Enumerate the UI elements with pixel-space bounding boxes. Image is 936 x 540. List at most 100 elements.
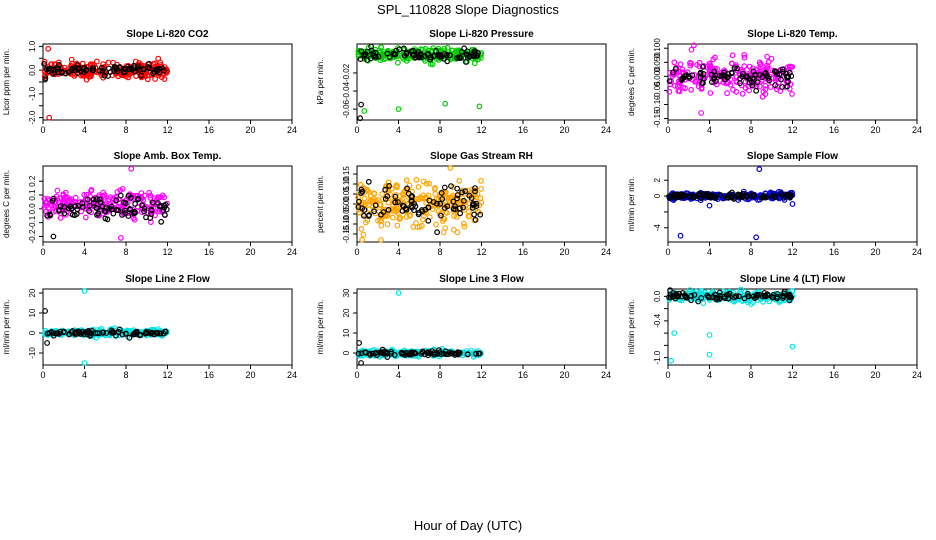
series-reference: [41, 60, 167, 81]
data-point: [358, 190, 365, 197]
data-point: [786, 297, 793, 304]
series-reference: [357, 43, 481, 65]
panel-2: Slope Li-820 Pressure kPa per min. 0 4 8 12 16…: [316, 29, 611, 135]
outlier-point: [671, 330, 678, 337]
data-point: [761, 193, 767, 199]
data-point: [438, 189, 445, 196]
x-tick-label: 8: [123, 370, 128, 380]
data-point: [789, 91, 795, 97]
y-tick-label: 2: [653, 177, 662, 182]
data-point: [79, 204, 86, 210]
x-tick-label: 20: [870, 370, 880, 380]
panel-1: Slope Li-820 CO2 Licor ppm per min. 0 4 8 12 1…: [2, 29, 297, 135]
plot-frame: [42, 43, 293, 121]
data-point: [59, 68, 65, 75]
data-point: [157, 202, 164, 209]
data-point: [122, 66, 129, 73]
data-point: [61, 210, 68, 217]
data-point: [688, 86, 694, 93]
y-tick-label: 0: [653, 193, 662, 198]
data-point: [688, 46, 695, 53]
y-tick-label: 0.1: [28, 189, 37, 201]
data-point: [105, 73, 111, 79]
data-point: [380, 196, 386, 203]
data-point: [420, 192, 426, 199]
data-point: [108, 203, 115, 210]
data-point: [141, 208, 148, 215]
data-point: [462, 188, 469, 195]
y-tick-label: 0.05: [342, 186, 351, 202]
data-point: [159, 192, 166, 199]
data-point: [411, 207, 417, 214]
data-point: [142, 330, 149, 337]
data-point: [402, 186, 409, 193]
data-point: [464, 351, 471, 358]
data-point: [460, 197, 467, 204]
data-point: [408, 203, 415, 210]
data-point: [691, 292, 698, 298]
panel-8: Slope Line 3 Flow ml/min per min. 0 4 8 12 16 2…: [316, 274, 611, 380]
y-tick-label: 0.15: [342, 166, 351, 182]
x-tick-label: 8: [123, 125, 128, 135]
data-point: [371, 208, 378, 215]
data-point: [136, 332, 143, 339]
outlier-point: [753, 234, 760, 241]
panel-3: Slope Li-820 Temp. degrees C per min. 0 4 8 1…: [627, 29, 922, 135]
panel-9: Slope Line 4 (LT) Flow ml/min per min. 0 4 8…: [627, 274, 922, 380]
outlier-point: [447, 165, 454, 171]
data-point: [464, 187, 471, 194]
data-point: [158, 218, 165, 225]
outlier-point: [691, 42, 697, 49]
data-point: [135, 63, 141, 70]
data-point: [163, 206, 170, 213]
data-point: [458, 55, 464, 61]
data-point: [726, 290, 733, 297]
x-tick-label: 0: [665, 247, 670, 257]
data-point: [369, 198, 376, 205]
y-tick-label: 0: [28, 330, 37, 335]
data-point: [666, 88, 673, 95]
data-point: [43, 66, 50, 73]
data-point: [697, 70, 704, 77]
data-point: [452, 203, 458, 210]
x-tick-label: 0: [354, 247, 359, 257]
data-point: [125, 192, 132, 199]
data-point: [779, 66, 786, 73]
data-point: [79, 200, 85, 207]
data-point: [725, 71, 732, 77]
outlier-point: [677, 232, 684, 239]
data-point: [357, 209, 363, 216]
data-point: [49, 197, 56, 204]
data-point: [412, 54, 419, 61]
data-point: [86, 74, 92, 80]
outlier-point: [789, 343, 796, 350]
outlier-point: [395, 106, 402, 112]
data-point: [81, 191, 88, 198]
data-point: [724, 194, 730, 201]
x-tick-label: 8: [437, 370, 442, 380]
data-point: [117, 192, 124, 199]
data-point: [157, 330, 163, 337]
data-point: [392, 193, 399, 200]
y-tick-label: 0.0: [653, 290, 662, 302]
outlier-point: [357, 115, 364, 122]
data-point: [76, 199, 83, 206]
data-point: [77, 331, 84, 337]
data-point: [473, 350, 479, 357]
data-point: [77, 68, 84, 75]
data-point: [95, 210, 101, 217]
y-tick-label: -0.1: [28, 215, 37, 229]
data-point: [423, 180, 430, 187]
plot-frame: [667, 165, 918, 243]
data-point: [441, 51, 448, 57]
x-tick-label: 0: [354, 370, 359, 380]
x-tick-label: 4: [707, 370, 712, 380]
data-point: [102, 208, 109, 215]
y-tick-label: -0.04: [342, 81, 351, 100]
x-tick-label: 0: [665, 125, 670, 135]
data-point: [472, 216, 479, 223]
data-point: [454, 185, 461, 192]
data-point: [688, 60, 695, 67]
data-point: [385, 199, 392, 206]
